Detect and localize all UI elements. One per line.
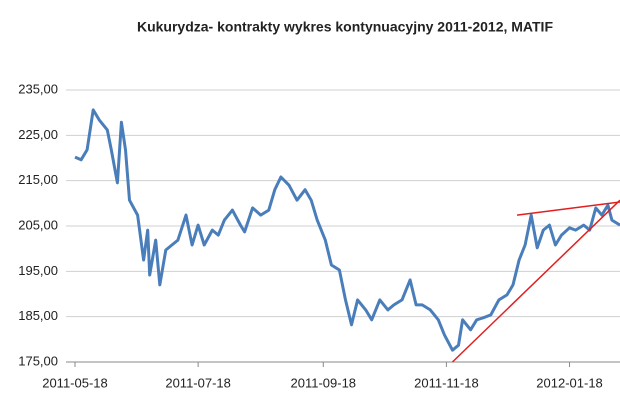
x-tick-label: 2011-11-18 — [414, 375, 479, 390]
x-tick-label: 2011-07-18 — [165, 375, 231, 390]
trend-line — [451, 199, 620, 363]
y-tick-label: 205,00 — [18, 217, 58, 232]
y-tick-label: 215,00 — [18, 172, 58, 187]
price-line — [74, 108, 620, 352]
y-tick-label: 225,00 — [18, 127, 58, 142]
chart-title: Kukurydza- kontrakty wykres kontynuacyjn… — [137, 19, 553, 35]
trend-line — [516, 201, 620, 216]
x-tick-label: 2012-01-18 — [536, 375, 603, 390]
y-tick-label: 235,00 — [18, 81, 58, 96]
y-tick-label: 175,00 — [18, 353, 58, 368]
x-tick-label: 2011-09-18 — [291, 375, 357, 390]
x-tick-label: 2011-05-18 — [42, 375, 108, 390]
y-tick-label: 195,00 — [18, 263, 58, 278]
y-tick-label: 185,00 — [18, 308, 58, 323]
